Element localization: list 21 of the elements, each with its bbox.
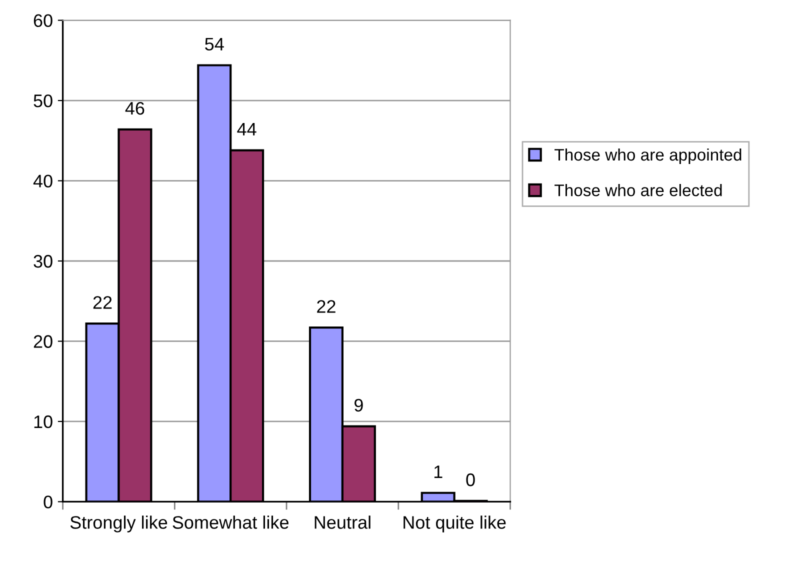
y-tick-label: 60	[34, 14, 52, 28]
y-tick-label: 10	[34, 415, 52, 428]
data-label: 46	[125, 102, 144, 115]
x-tick-label: Strongly like	[70, 516, 168, 532]
data-label: 22	[93, 296, 112, 309]
legend-label: Those who are elected	[554, 184, 722, 196]
data-label: 1	[434, 466, 442, 478]
data-label: 9	[354, 398, 363, 412]
x-tick-label: Somewhat like	[172, 516, 288, 529]
data-label: 22	[317, 300, 336, 313]
data-label: 0	[466, 473, 475, 486]
y-tick-label: 30	[34, 254, 52, 268]
y-tick-label: 50	[34, 94, 52, 108]
legend-label: Those who are appointed	[554, 148, 742, 164]
data-label: 54	[205, 38, 224, 51]
x-tick-label: Neutral	[314, 516, 370, 529]
y-tick-label: 20	[34, 335, 52, 348]
data-label: 44	[237, 123, 256, 136]
y-tick-label: 40	[33, 174, 52, 188]
y-tick-label: 0	[44, 496, 52, 508]
x-tick-label: Not quite like	[404, 516, 506, 532]
